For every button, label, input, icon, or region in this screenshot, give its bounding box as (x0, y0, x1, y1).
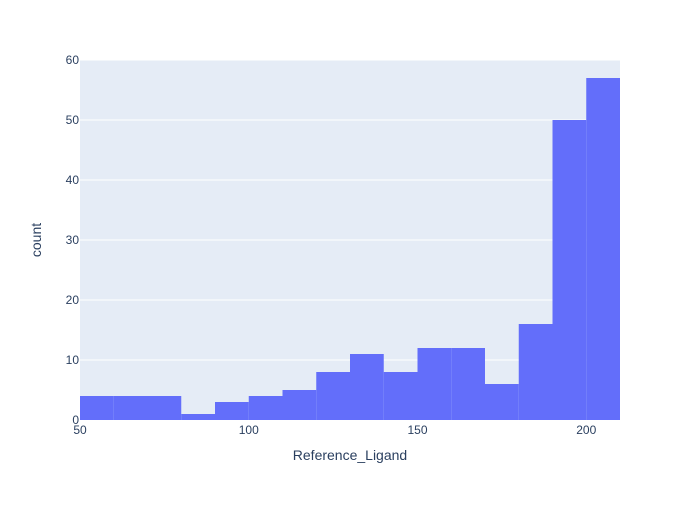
histogram-bar[interactable] (586, 78, 620, 420)
y-tick-label: 10 (66, 353, 80, 367)
histogram-bar[interactable] (451, 348, 485, 420)
x-tick-label: 100 (239, 423, 259, 437)
histogram-bar[interactable] (383, 372, 418, 420)
histogram-bar[interactable] (248, 396, 283, 420)
histogram-bar[interactable] (113, 396, 148, 420)
bars (80, 78, 620, 420)
histogram-bar[interactable] (350, 354, 384, 420)
y-tick-label: 40 (66, 173, 80, 187)
y-tick-label: 30 (66, 233, 80, 247)
x-tick-label: 200 (576, 423, 596, 437)
histogram-bar[interactable] (485, 384, 519, 420)
y-tick-label: 0 (72, 413, 79, 427)
histogram-bar[interactable] (552, 120, 587, 420)
histogram-bar[interactable] (215, 402, 249, 420)
histogram-bar[interactable] (80, 396, 114, 420)
y-tick-label: 50 (66, 113, 80, 127)
y-tick-label: 20 (66, 293, 80, 307)
histogram-bar[interactable] (147, 396, 182, 420)
histogram-bar[interactable] (282, 390, 317, 420)
y-tick-label: 60 (66, 53, 80, 67)
histogram-bar[interactable] (181, 414, 215, 420)
x-axis-ticks: 50 100 150 200 (73, 423, 596, 437)
histogram-bar[interactable] (518, 324, 553, 420)
grid-lines (80, 59, 620, 361)
x-tick-label: 50 (73, 423, 87, 437)
y-axis-ticks: 0 10 20 30 40 50 60 (66, 53, 80, 427)
x-axis-title: Reference_Ligand (293, 447, 407, 463)
x-tick-label: 150 (407, 423, 427, 437)
histogram-bar[interactable] (417, 348, 452, 420)
histogram-bar[interactable] (316, 372, 350, 420)
y-axis-title: count (28, 223, 44, 257)
